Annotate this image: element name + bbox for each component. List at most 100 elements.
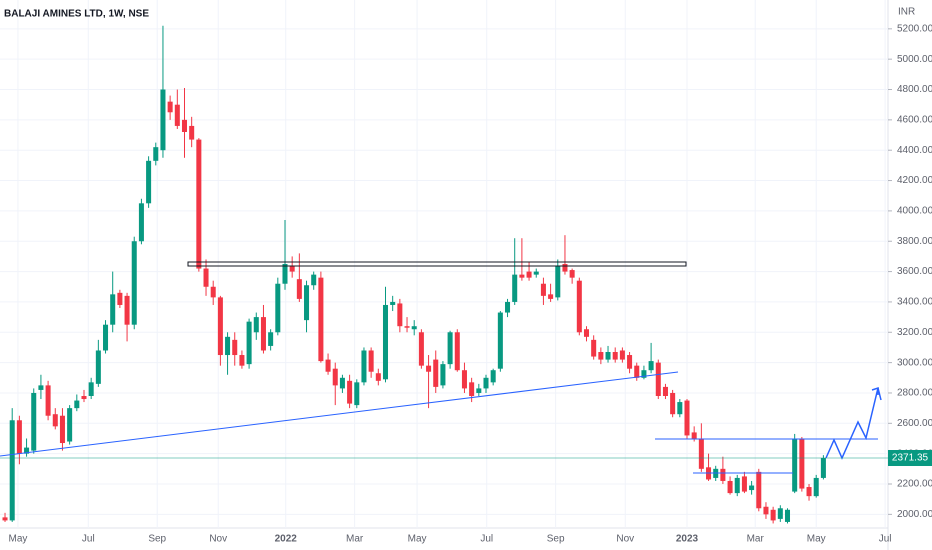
x-tick-label: Sep bbox=[148, 534, 166, 545]
candle-body bbox=[540, 283, 546, 296]
y-tick-label: 3000.00 bbox=[897, 357, 932, 368]
candle-body bbox=[282, 264, 288, 284]
candle-body bbox=[505, 301, 511, 313]
candle-body bbox=[9, 420, 15, 521]
candle-body bbox=[268, 332, 274, 346]
candle-body bbox=[792, 438, 798, 492]
last-price-box bbox=[888, 450, 932, 467]
candle-body bbox=[526, 271, 532, 278]
candle-body bbox=[347, 380, 353, 404]
candle-body bbox=[174, 104, 180, 126]
candle-body bbox=[433, 359, 439, 387]
candle-body bbox=[756, 471, 762, 509]
y-tick-label: 4000.00 bbox=[897, 206, 932, 217]
candle-body bbox=[103, 324, 109, 351]
candle-body bbox=[677, 402, 683, 415]
candle-body bbox=[117, 292, 123, 305]
candle-body bbox=[619, 350, 625, 360]
candle-body bbox=[734, 477, 740, 494]
candle-body bbox=[418, 332, 424, 366]
candle-body bbox=[670, 392, 676, 415]
candle-body bbox=[304, 285, 310, 321]
candle-body bbox=[325, 359, 331, 372]
x-tick-label: Sep bbox=[547, 534, 565, 545]
candle-body bbox=[181, 119, 188, 132]
y-tick-label: 3600.00 bbox=[897, 266, 932, 277]
y-tick-label: 5200.00 bbox=[897, 23, 932, 34]
candle-body bbox=[490, 370, 496, 383]
candle-body bbox=[339, 377, 345, 389]
candle-body bbox=[24, 447, 30, 454]
y-tick-label: 5000.00 bbox=[897, 54, 932, 65]
x-tick-label: Jul bbox=[879, 534, 892, 545]
candle-body bbox=[74, 400, 80, 409]
candle-body bbox=[497, 312, 503, 369]
candle-body bbox=[232, 339, 238, 356]
x-tick-label: Jul bbox=[480, 534, 493, 545]
candle-body bbox=[777, 508, 783, 519]
candle-body bbox=[239, 355, 245, 366]
candle-body bbox=[88, 382, 94, 396]
candle-body bbox=[813, 477, 819, 497]
candle-body bbox=[555, 265, 561, 298]
trend-line bbox=[0, 371, 679, 457]
candle-body bbox=[634, 365, 640, 378]
candle-body bbox=[67, 408, 73, 442]
candle-body bbox=[45, 385, 51, 416]
candle-body bbox=[138, 203, 144, 242]
x-tick-label: Nov bbox=[209, 534, 227, 545]
candle-body bbox=[95, 350, 101, 384]
candle-body bbox=[203, 268, 209, 287]
x-tick-label: May bbox=[8, 534, 27, 545]
last-price-label: 2371.35 bbox=[892, 453, 929, 464]
candle-body bbox=[375, 373, 381, 381]
candle-body bbox=[404, 326, 410, 328]
candle-body bbox=[627, 355, 633, 369]
candle-body bbox=[167, 101, 173, 113]
y-tick-label: 2200.00 bbox=[897, 479, 932, 490]
candle-body bbox=[476, 388, 482, 393]
candle-body bbox=[562, 264, 568, 272]
x-tick-label: Jul bbox=[82, 534, 95, 545]
candle-body bbox=[454, 332, 460, 371]
candle-body bbox=[382, 304, 389, 380]
candle-body bbox=[81, 396, 87, 400]
candle-body bbox=[354, 382, 360, 406]
candle-body bbox=[361, 350, 367, 383]
candle-body bbox=[770, 509, 776, 521]
candle-body bbox=[691, 432, 697, 439]
candle-body bbox=[397, 303, 403, 327]
candle-body bbox=[38, 385, 44, 390]
y-tick-label: 3200.00 bbox=[897, 327, 932, 338]
candle-body bbox=[110, 294, 116, 325]
currency-label: INR bbox=[898, 7, 915, 18]
candle-body bbox=[598, 352, 604, 360]
candle-body bbox=[368, 350, 374, 372]
candle-body bbox=[160, 89, 166, 151]
candle-body bbox=[655, 362, 661, 396]
y-tick-label: 3800.00 bbox=[897, 236, 932, 247]
candle-body bbox=[461, 370, 467, 389]
x-tick-label: 2023 bbox=[676, 534, 699, 545]
candle-body bbox=[52, 414, 58, 427]
candle-body bbox=[210, 286, 216, 298]
candle-body bbox=[569, 270, 575, 278]
candle-body bbox=[763, 506, 769, 515]
candle-body bbox=[784, 509, 791, 522]
candle-body bbox=[253, 317, 259, 333]
x-tick-label: May bbox=[807, 534, 826, 545]
candle-body bbox=[469, 382, 475, 396]
candle-body bbox=[820, 458, 826, 478]
candle-body bbox=[440, 364, 446, 386]
candle-body bbox=[426, 365, 432, 372]
candle-body bbox=[583, 329, 590, 337]
y-tick-label: 2600.00 bbox=[897, 418, 932, 429]
candle-body bbox=[296, 279, 302, 299]
candle-body bbox=[806, 487, 812, 497]
candle-body bbox=[289, 265, 295, 272]
y-tick-label: 4600.00 bbox=[897, 115, 932, 126]
y-tick-label: 4400.00 bbox=[897, 145, 932, 156]
candle-body bbox=[684, 400, 690, 436]
